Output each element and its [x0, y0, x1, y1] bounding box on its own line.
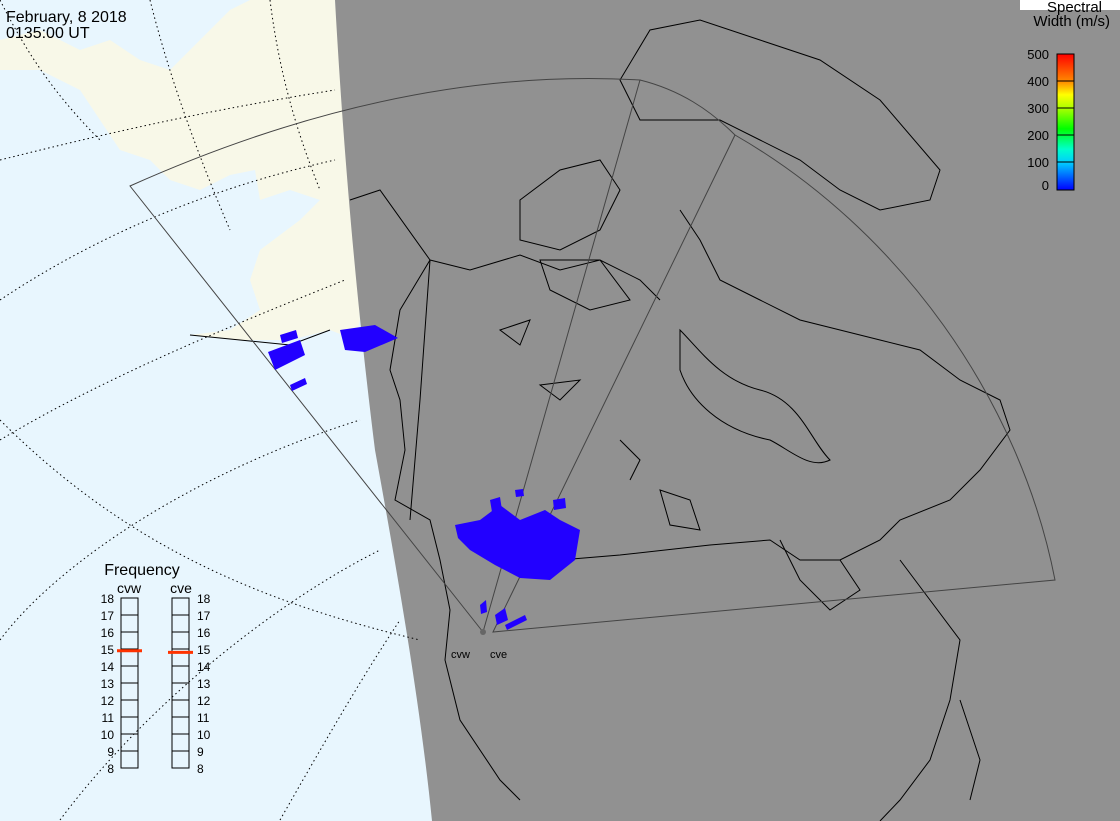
backscatter-cell: [290, 378, 307, 391]
colorbar-tick: 400: [1027, 74, 1049, 89]
backscatter-cells: [268, 325, 580, 630]
colorbar-ticks: 500 400 300 200 100 0: [1027, 47, 1049, 193]
frequency-tick: 9: [107, 745, 114, 759]
frequency-tick: 15: [197, 643, 211, 657]
frequency-tick: 15: [101, 643, 115, 657]
radar-site-marker: [480, 629, 486, 635]
backscatter-cell: [268, 340, 305, 370]
radar-label-cvw: cvw: [451, 649, 470, 661]
alaska-day-land: [0, 0, 360, 340]
backscatter-cell: [340, 325, 398, 352]
frequency-tick: 16: [101, 626, 115, 640]
night-region: [335, 0, 1120, 821]
colorbar-tick: 200: [1027, 128, 1049, 143]
frequency-tick: 18: [197, 592, 211, 606]
colorbar-dividers: [1057, 80, 1074, 163]
frequency-tick: 14: [101, 660, 115, 674]
frequency-tick: 9: [197, 745, 204, 759]
backscatter-cell: [553, 498, 566, 510]
frequency-tick: 13: [197, 677, 211, 691]
frequency-tick: 16: [197, 626, 211, 640]
backscatter-cell: [515, 489, 524, 497]
backscatter-cell: [455, 505, 580, 580]
frequency-tick: 17: [101, 609, 115, 623]
frequency-tick: 11: [197, 711, 210, 725]
colorbar-tick: 300: [1027, 101, 1049, 116]
colorbar-tick: 0: [1042, 178, 1049, 193]
backscatter-cell: [280, 330, 298, 343]
colorbar-tick: 500: [1027, 47, 1049, 62]
frequency-tick: 12: [101, 694, 115, 708]
radar-fields-of-view: [129, 78, 1056, 633]
frequency-tick: 10: [197, 728, 211, 742]
backscatter-cell: [495, 608, 508, 625]
frequency-tick: 18: [101, 592, 115, 606]
date-label: February, 8 2018: [6, 9, 127, 26]
frequency-tick: 11: [102, 711, 115, 725]
frequency-radar-label-cvw: cvw: [117, 580, 142, 596]
frequency-tick: 13: [101, 677, 115, 691]
coastlines: [189, 19, 1011, 821]
cvw-fov: [129, 78, 641, 633]
frequency-gauge-cve: 18 17 16 15 14 13 12 11 10 9 8: [168, 592, 211, 776]
frequency-tick: 12: [197, 694, 211, 708]
backscatter-cell: [490, 497, 502, 512]
frequency-gauge-cvw: 18 17 16 15 14 13 12 11 10 9 8: [101, 592, 142, 776]
colorbar-title-line1: Spectral: [1047, 0, 1102, 16]
colorbar: [1056, 53, 1075, 191]
frequency-tick: 10: [101, 728, 115, 742]
frequency-tick: 14: [197, 660, 211, 674]
time-label: 0135:00 UT: [6, 25, 90, 42]
frequency-title: Frequency: [104, 562, 180, 579]
cve-fov: [492, 134, 1056, 633]
frequency-radar-label-cve: cve: [170, 580, 192, 596]
backscatter-cell: [505, 615, 527, 630]
frequency-tick: 8: [197, 762, 204, 776]
grid-lines: [0, 0, 421, 821]
colorbar-tick: 100: [1027, 155, 1049, 170]
colorbar-title-line2: Width (m/s): [1033, 13, 1110, 30]
colorbar-title-bg: [1020, 0, 1120, 10]
frequency-gauges: 18 17 16 15 14 13 12 11 10 9 8 18 17 16 15 14 13 12 11 10 9 8: [101, 592, 211, 776]
backscatter-cell: [480, 600, 487, 614]
frequency-tick: 8: [107, 762, 114, 776]
frequency-tick: 17: [197, 609, 211, 623]
radar-label-cve: cve: [490, 649, 507, 661]
